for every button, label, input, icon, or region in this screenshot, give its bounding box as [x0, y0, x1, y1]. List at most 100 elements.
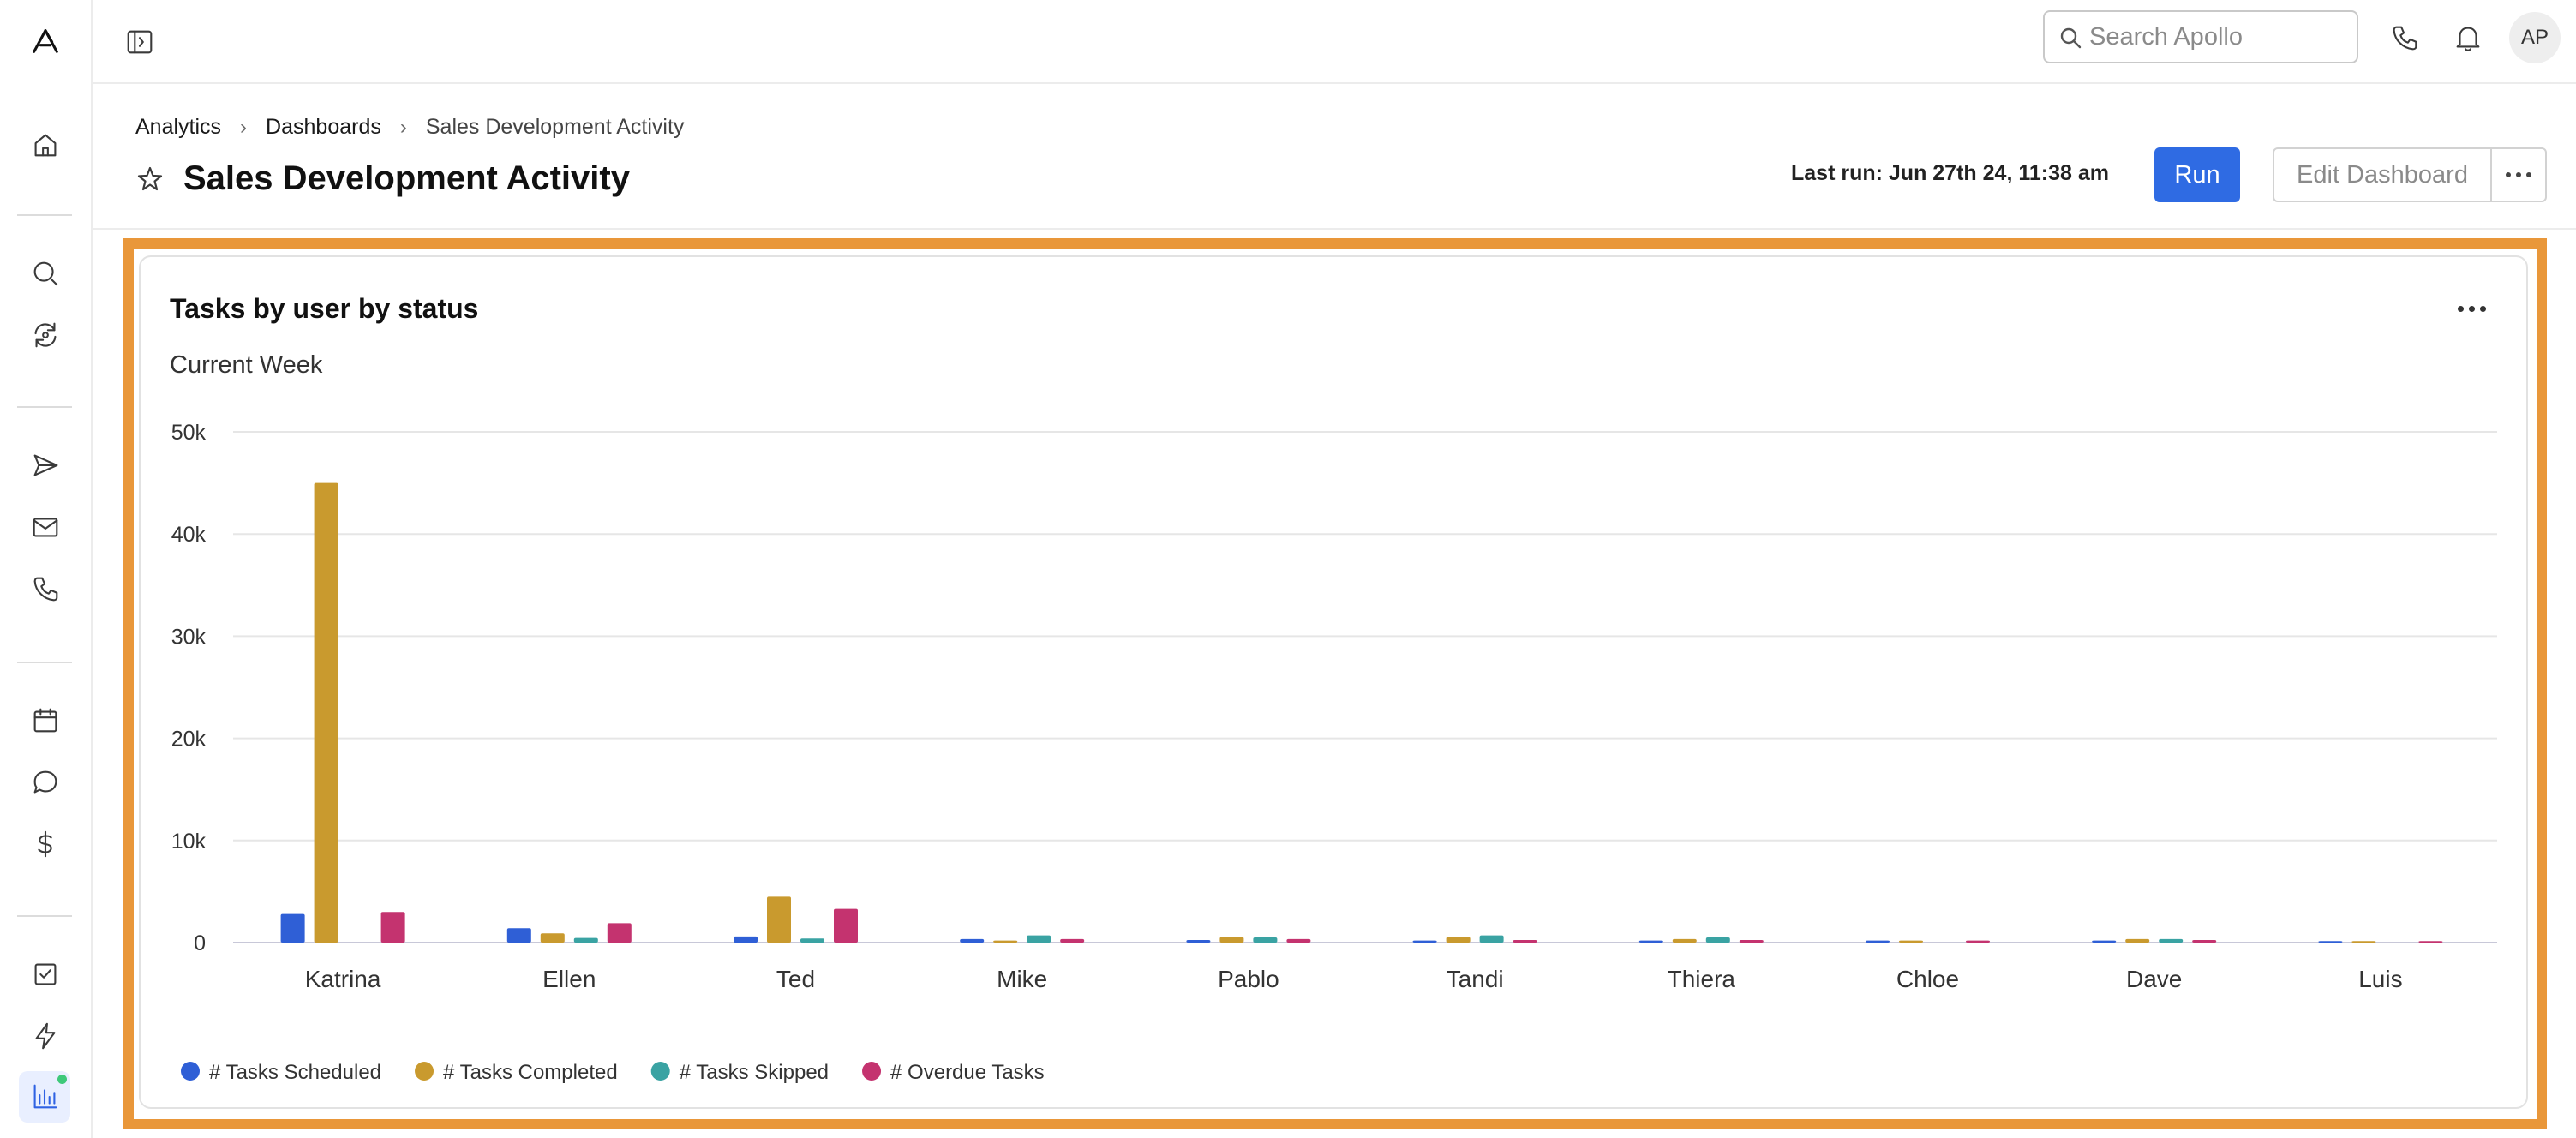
search-box[interactable] — [2043, 10, 2358, 63]
chevron-right-icon: › — [240, 115, 248, 139]
bell-icon[interactable] — [2449, 19, 2487, 57]
highlight-frame — [123, 238, 2547, 1129]
calendar-icon[interactable] — [26, 701, 65, 740]
analytics-chart-icon[interactable] — [19, 1071, 70, 1123]
last-run-label: Last run: Jun 27th 24, 11:38 am — [1791, 161, 2109, 185]
page-title: Sales Development Activity — [183, 159, 630, 197]
top-bar: AP — [93, 0, 2576, 84]
bar — [573, 937, 598, 943]
panel-toggle-icon[interactable] — [120, 22, 159, 62]
x-tick-label: Luis — [2358, 966, 2402, 992]
notification-dot — [57, 1075, 67, 1084]
star-icon[interactable] — [135, 165, 165, 194]
bar — [1219, 937, 1244, 943]
bar — [1739, 940, 1764, 943]
run-button[interactable]: Run — [2154, 147, 2240, 202]
bar — [540, 933, 565, 943]
phone-icon[interactable] — [26, 569, 65, 608]
bar — [1286, 938, 1311, 943]
sidebar-divider — [17, 214, 72, 216]
home-icon[interactable] — [26, 125, 65, 165]
breadcrumb-analytics[interactable]: Analytics — [135, 115, 222, 139]
more-dots-icon — [2506, 172, 2531, 177]
y-tick-label: 30k — [171, 625, 207, 649]
apollo-logo-icon[interactable] — [26, 21, 65, 60]
header-divider — [93, 228, 2576, 230]
bar — [767, 896, 791, 943]
bar-chart: 0 10k 20k 30k 40k 50k Katrina Ellen Ted Mike Pablo… — [171, 421, 2497, 1084]
bar — [1899, 940, 1923, 943]
chart-card: Tasks by user by status Current Week 0 10… — [139, 255, 2528, 1109]
sync-icon[interactable] — [26, 315, 65, 355]
bar — [380, 912, 405, 943]
legend-label: # Overdue Tasks — [890, 1061, 1045, 1084]
bar — [2159, 938, 2184, 943]
legend-label: # Tasks Skipped — [680, 1061, 829, 1084]
title-row: Sales Development Activity — [135, 159, 630, 198]
breadcrumb-current: Sales Development Activity — [425, 115, 685, 139]
bar — [2418, 941, 2443, 943]
x-tick-label: Thiera — [1668, 966, 1736, 992]
bar — [1638, 940, 1663, 943]
bar — [1412, 940, 1437, 943]
bar — [734, 936, 758, 943]
legend-marker — [181, 1062, 200, 1081]
bar — [1446, 937, 1471, 943]
legend-marker — [415, 1062, 434, 1081]
x-tick-label: Ellen — [542, 966, 596, 992]
bar — [1672, 938, 1697, 943]
avatar[interactable]: AP — [2509, 12, 2561, 63]
bar — [1705, 937, 1730, 943]
bar — [834, 908, 858, 943]
lightning-icon[interactable] — [26, 1016, 65, 1056]
more-options-button[interactable] — [2490, 147, 2547, 202]
search-icon[interactable] — [26, 254, 65, 293]
bar — [314, 482, 338, 943]
card-more-button[interactable] — [2451, 296, 2492, 320]
bar — [506, 928, 531, 943]
bar — [960, 938, 985, 943]
sidebar-divider — [17, 406, 72, 408]
mail-icon[interactable] — [26, 507, 65, 547]
bar — [1513, 940, 1537, 943]
bar — [2192, 940, 2217, 943]
x-tick-label: Katrina — [305, 966, 381, 992]
y-tick-label: 50k — [171, 421, 207, 445]
x-tick-label: Ted — [776, 966, 815, 992]
x-tick-label: Mike — [997, 966, 1047, 992]
bar — [2318, 941, 2343, 943]
sidebar-divider — [17, 915, 72, 917]
y-tick-label: 10k — [171, 830, 207, 854]
bar — [280, 913, 305, 943]
edit-dashboard-button[interactable]: Edit Dashboard — [2273, 147, 2492, 202]
breadcrumb-dashboards[interactable]: Dashboards — [266, 115, 381, 139]
bar — [1027, 935, 1051, 943]
bar — [1253, 937, 1278, 943]
sidebar-divider — [17, 662, 72, 663]
bar — [2351, 941, 2376, 943]
bar — [993, 940, 1018, 943]
bar — [1186, 940, 1211, 943]
dollar-icon[interactable] — [26, 824, 65, 864]
card-subtitle: Current Week — [170, 351, 323, 379]
chat-icon[interactable] — [26, 763, 65, 802]
y-tick-label: 0 — [194, 931, 206, 955]
left-sidebar — [0, 0, 93, 1138]
bar — [2092, 940, 2117, 943]
search-input[interactable] — [2089, 22, 2346, 51]
bar — [607, 923, 632, 943]
tasks-checkbox-icon[interactable] — [26, 955, 65, 994]
y-tick-label: 20k — [171, 728, 207, 752]
phone-icon[interactable] — [2386, 19, 2423, 57]
bar — [2125, 938, 2150, 943]
x-tick-label: Chloe — [1896, 966, 1959, 992]
bar — [800, 938, 824, 943]
x-tick-label: Pablo — [1218, 966, 1279, 992]
bar — [1479, 935, 1504, 943]
bar — [1966, 940, 1990, 943]
x-tick-label: Dave — [2126, 966, 2182, 992]
send-icon[interactable] — [26, 446, 65, 485]
legend-marker — [650, 1062, 670, 1081]
legend-label: # Tasks Scheduled — [209, 1061, 381, 1084]
